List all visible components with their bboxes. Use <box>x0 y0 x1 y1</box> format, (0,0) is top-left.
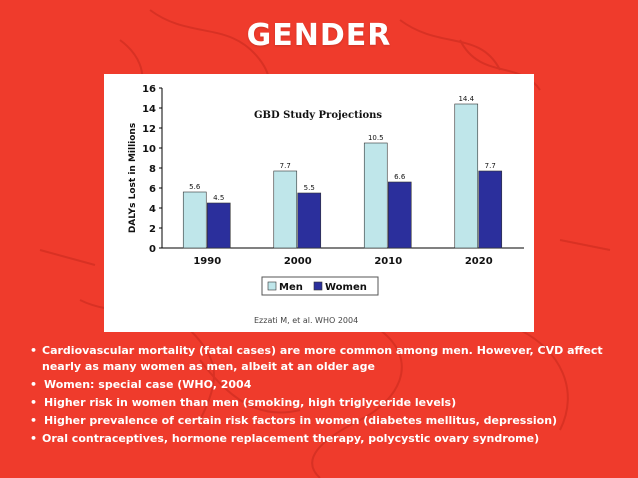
x-tick-label: 2000 <box>284 256 312 267</box>
data-label: 7.7 <box>280 162 291 170</box>
bar-chart: GBD Study Projections DALYs Lost in Mill… <box>128 84 524 296</box>
bar-men-2000 <box>273 170 298 249</box>
x-tick-label: 2020 <box>465 256 493 267</box>
y-tick-label: 14 <box>142 104 156 115</box>
bar-women-2020 <box>478 170 503 249</box>
bullet-item: Cardiovascular mortality (fatal cases) a… <box>30 343 628 375</box>
y-tick-label: 16 <box>142 84 156 95</box>
legend-swatch <box>267 281 277 291</box>
y-tick-label: 0 <box>149 244 156 255</box>
data-label: 7.7 <box>485 162 496 170</box>
y-axis-label: DALYs Lost in Millions <box>128 123 138 233</box>
bar-men-1990 <box>182 191 207 249</box>
bullet-item: Higher prevalence of certain risk factor… <box>30 413 628 429</box>
data-label: 14.4 <box>458 95 474 103</box>
bar-women-1990 <box>206 202 231 249</box>
y-tick-label: 4 <box>149 204 156 215</box>
bar-women-2000 <box>297 192 322 249</box>
citation: Ezzati M, et al. WHO 2004 <box>254 316 359 325</box>
bullet-item: Oral contraceptives, hormone replacement… <box>30 431 628 447</box>
legend-label: Women <box>325 282 367 293</box>
legend-label: Men <box>279 282 303 293</box>
bar-men-2020 <box>454 103 479 249</box>
slide-title: GENDER <box>246 18 392 53</box>
bullet-item: Higher risk in women than men (smoking, … <box>30 395 628 411</box>
y-tick-label: 12 <box>142 124 156 135</box>
x-tick-label: 1990 <box>193 256 221 267</box>
bullet-list: Cardiovascular mortality (fatal cases) a… <box>30 343 628 449</box>
data-label: 6.6 <box>394 173 406 181</box>
legend-swatch <box>313 281 323 291</box>
y-tick-label: 6 <box>149 184 156 195</box>
x-tick-label: 2010 <box>374 256 402 267</box>
y-tick-label: 10 <box>142 144 156 155</box>
y-tick-label: 2 <box>149 224 156 235</box>
chart-title: GBD Study Projections <box>254 110 382 121</box>
chart-figure: GBD Study Projections DALYs Lost in Mill… <box>104 74 534 332</box>
data-label: 10.5 <box>368 134 384 142</box>
data-label: 5.6 <box>189 183 201 191</box>
bar-women-2010 <box>387 181 412 249</box>
y-tick-label: 8 <box>149 164 156 175</box>
data-label: 5.5 <box>304 184 315 192</box>
bar-men-2010 <box>363 142 388 249</box>
data-label: 4.5 <box>213 194 224 202</box>
bullet-item: Women: special case (WHO, 2004 <box>30 377 628 393</box>
